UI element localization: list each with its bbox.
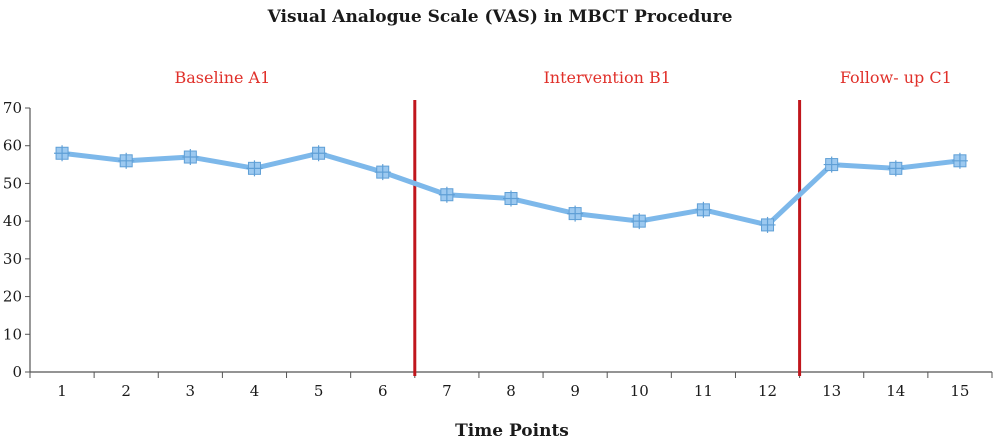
data-point — [759, 216, 776, 233]
x-axis-label: Time Points — [455, 421, 569, 441]
x-tick-label: 10 — [630, 382, 649, 400]
data-point — [54, 145, 71, 162]
x-tick-label: 15 — [950, 382, 969, 400]
phase-label: Baseline A1 — [174, 68, 270, 87]
phase-label: Intervention B1 — [543, 68, 671, 87]
x-tick-label: 7 — [442, 382, 452, 400]
x-tick-label: 11 — [694, 382, 713, 400]
data-point — [631, 213, 648, 230]
y-tick-label: 10 — [3, 325, 22, 343]
phase-labels: Baseline A1 Intervention B1 Follow- up C1 — [174, 68, 951, 87]
y-tick-label: 20 — [3, 288, 22, 306]
x-tick-label: 5 — [314, 382, 324, 400]
data-point — [310, 145, 327, 162]
y-tick-label: 60 — [3, 137, 22, 155]
data-point — [118, 152, 135, 169]
data-point — [695, 201, 712, 218]
data-point — [951, 152, 968, 169]
x-tick-label: 3 — [186, 382, 196, 400]
x-tick-label: 13 — [822, 382, 841, 400]
data-point — [887, 160, 904, 177]
data-point — [438, 186, 455, 203]
y-tick-label: 70 — [3, 99, 22, 117]
x-tick-label: 2 — [121, 382, 131, 400]
y-tick-label: 40 — [3, 212, 22, 230]
data-point — [374, 164, 391, 181]
x-tick-label: 6 — [378, 382, 388, 400]
data-point — [567, 205, 584, 222]
x-tick-label: 1 — [57, 382, 67, 400]
x-tick-label: 12 — [758, 382, 777, 400]
data-point — [823, 156, 840, 173]
x-tick-label: 14 — [886, 382, 905, 400]
data-point — [182, 149, 199, 166]
data-point — [503, 190, 519, 207]
data-point — [246, 160, 263, 177]
y-tick-label: 0 — [12, 363, 22, 381]
y-tick-label: 50 — [3, 174, 22, 192]
chart-title: Visual Analogue Scale (VAS) in MBCT Proc… — [267, 7, 733, 27]
phase-dividers — [413, 100, 802, 376]
x-tick-label: 4 — [250, 382, 260, 400]
x-tick-label: 9 — [570, 382, 580, 400]
series — [54, 145, 968, 233]
y-tick-label: 30 — [3, 250, 22, 268]
phase-label: Follow- up C1 — [840, 68, 952, 87]
x-tick-label: 8 — [506, 382, 516, 400]
